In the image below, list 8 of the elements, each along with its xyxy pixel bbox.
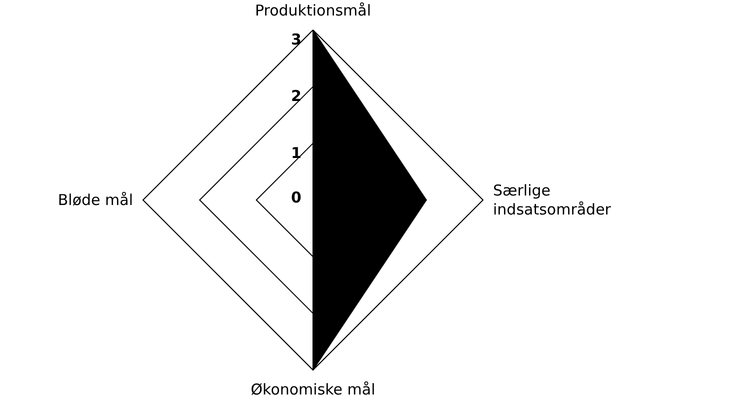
- spoke-label: Særlige indsatsområder: [493, 182, 612, 218]
- spoke-label: Økonomiske mål: [250, 380, 376, 398]
- y-tick-label: 3: [291, 30, 302, 48]
- spoke-label: Bløde mål: [58, 191, 133, 209]
- y-tick-label: 0: [291, 188, 302, 206]
- spoke-label: Produktionsmål: [254, 2, 372, 20]
- y-tick-label: 2: [291, 87, 302, 106]
- y-tick-label: 1: [291, 144, 302, 162]
